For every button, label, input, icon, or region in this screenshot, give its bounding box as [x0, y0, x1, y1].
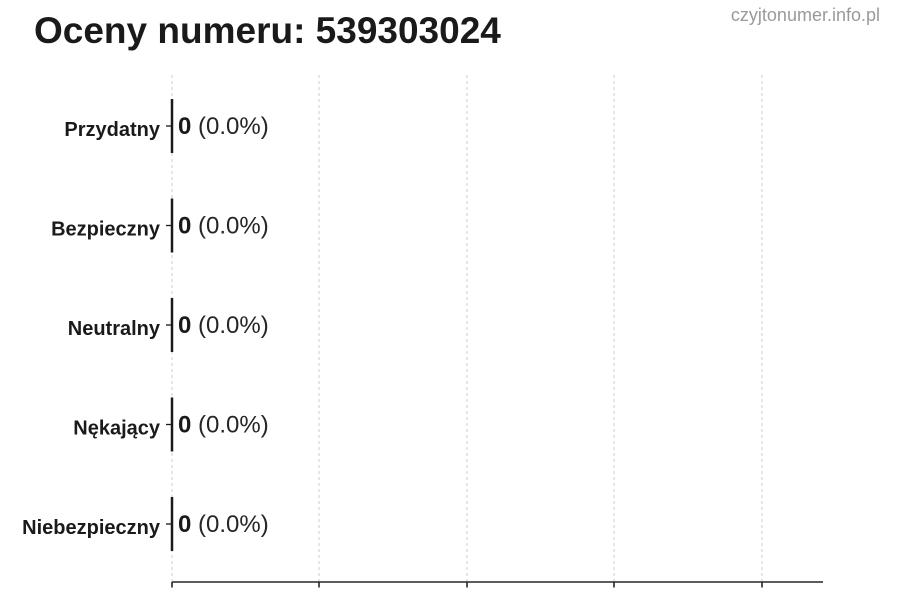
svg-text:0 (0.0%): 0 (0.0%) [178, 511, 269, 538]
svg-text:0 (0.0%): 0 (0.0%) [178, 312, 269, 339]
svg-text:Przydatny: Przydatny [64, 119, 160, 141]
svg-text:Neutralny: Neutralny [68, 318, 161, 340]
svg-text:Bezpieczny: Bezpieczny [51, 219, 161, 241]
svg-text:0 (0.0%): 0 (0.0%) [178, 113, 269, 140]
svg-text:0 (0.0%): 0 (0.0%) [178, 213, 269, 240]
svg-text:Niebezpieczny: Niebezpieczny [22, 517, 161, 539]
svg-text:Nękający: Nękający [73, 418, 161, 440]
svg-text:0 (0.0%): 0 (0.0%) [178, 412, 269, 439]
